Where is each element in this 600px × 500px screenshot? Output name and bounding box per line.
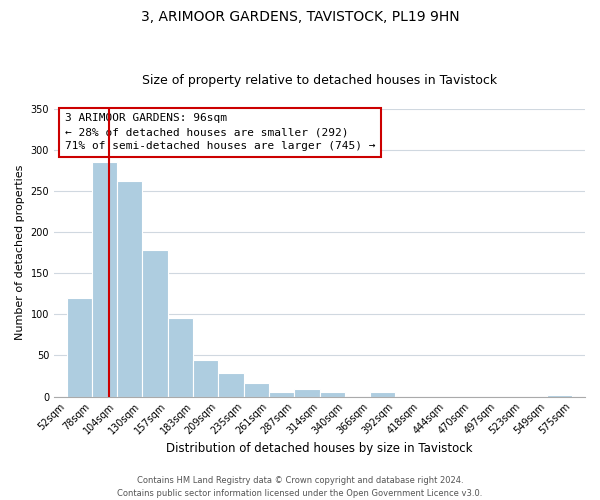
Bar bbox=[370, 392, 395, 396]
Bar bbox=[218, 373, 244, 396]
Y-axis label: Number of detached properties: Number of detached properties bbox=[15, 165, 25, 340]
Bar bbox=[294, 389, 320, 396]
Bar bbox=[142, 250, 168, 396]
Bar bbox=[193, 360, 218, 397]
Bar bbox=[269, 392, 294, 396]
Text: 3, ARIMOOR GARDENS, TAVISTOCK, PL19 9HN: 3, ARIMOOR GARDENS, TAVISTOCK, PL19 9HN bbox=[140, 10, 460, 24]
Bar bbox=[547, 395, 572, 396]
Bar bbox=[117, 182, 142, 396]
Text: 3 ARIMOOR GARDENS: 96sqm
← 28% of detached houses are smaller (292)
71% of semi-: 3 ARIMOOR GARDENS: 96sqm ← 28% of detach… bbox=[65, 114, 375, 152]
Bar bbox=[67, 298, 92, 396]
Bar bbox=[168, 318, 193, 396]
Bar bbox=[244, 384, 269, 396]
Text: Contains HM Land Registry data © Crown copyright and database right 2024.
Contai: Contains HM Land Registry data © Crown c… bbox=[118, 476, 482, 498]
Bar bbox=[92, 162, 117, 396]
Bar bbox=[320, 392, 345, 396]
Title: Size of property relative to detached houses in Tavistock: Size of property relative to detached ho… bbox=[142, 74, 497, 87]
X-axis label: Distribution of detached houses by size in Tavistock: Distribution of detached houses by size … bbox=[166, 442, 473, 455]
